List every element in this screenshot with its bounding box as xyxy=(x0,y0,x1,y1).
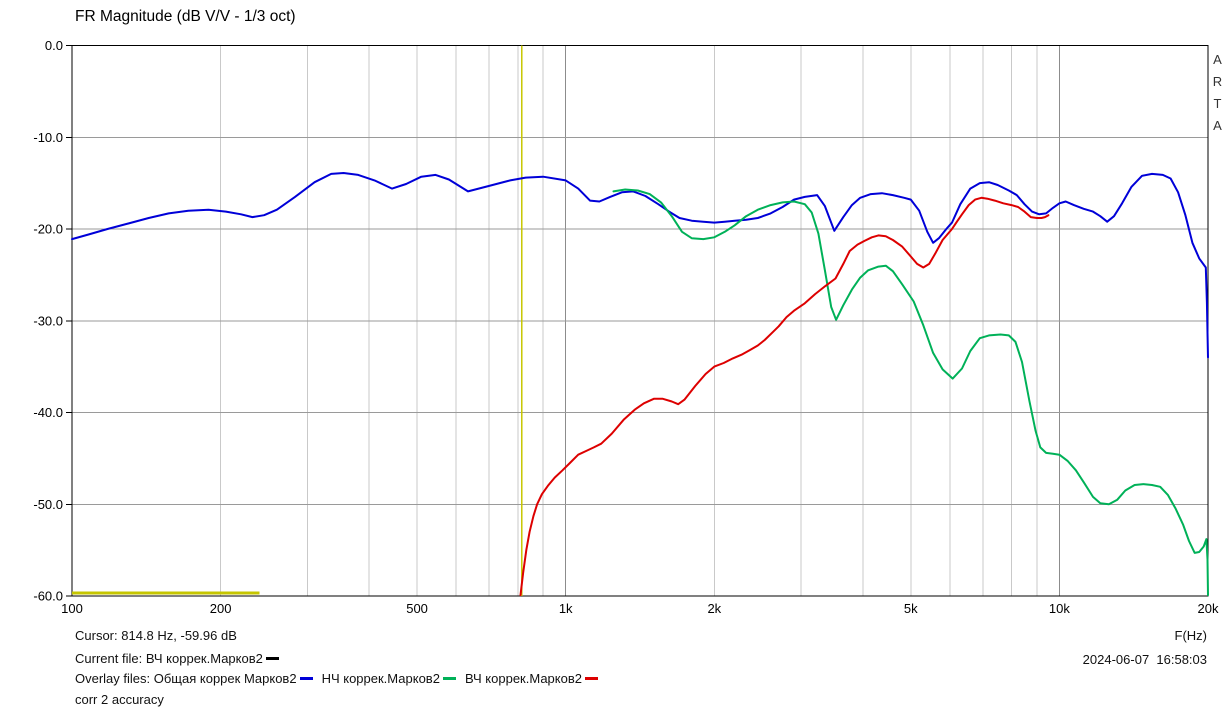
curve-НЧ коррек.Марков2 xyxy=(612,188,1209,597)
curve-ВЧ коррек.Марков2 xyxy=(519,196,1050,597)
datetime-stamp: 2024-06-07 16:58:03 xyxy=(1082,652,1207,667)
current-file-row: Current file: ВЧ коррек.Марков2 xyxy=(75,650,279,667)
overlay-legend-item: ВЧ коррек.Марков2 xyxy=(465,670,598,687)
x-tick-label: 2k xyxy=(707,601,721,616)
overlay-legend-item: Общая коррек Марков2 xyxy=(154,670,313,687)
y-tick-label: -60.0 xyxy=(33,589,63,604)
y-tick-label: -10.0 xyxy=(33,130,63,145)
overlay-color-marker xyxy=(299,677,313,680)
current-file-color-marker xyxy=(265,657,279,660)
overlay-name: Общая коррек Марков2 xyxy=(153,671,297,686)
x-tick-label: 10k xyxy=(1049,601,1070,616)
curve-Общая коррек Марков2 xyxy=(71,172,1209,359)
y-tick-label: -40.0 xyxy=(33,405,63,420)
cursor-readout-text: Cursor: 814.8 Hz, -59.96 dB xyxy=(75,628,237,643)
overlay-color-marker xyxy=(442,677,456,680)
y-tick-label: -30.0 xyxy=(33,313,63,328)
overlay-name: НЧ коррек.Марков2 xyxy=(321,671,440,686)
overlay-files-label: Overlay files: xyxy=(75,671,154,686)
y-tick-label: -20.0 xyxy=(33,222,63,237)
x-tick-label: 20k xyxy=(1198,601,1219,616)
x-tick-label: 200 xyxy=(210,601,232,616)
cursor-readout: Cursor: 814.8 Hz, -59.96 dB xyxy=(75,627,237,644)
chart-title: FR Magnitude (dB V/V - 1/3 oct) xyxy=(75,8,296,25)
freq-axis-unit: F(Hz) xyxy=(1174,628,1208,643)
note-text: corr 2 accuracy xyxy=(75,692,164,707)
y-tick-label: -50.0 xyxy=(33,497,63,512)
note-row: corr 2 accuracy xyxy=(75,691,164,708)
overlay-files-row: Overlay files: Общая коррек Марков2 НЧ к… xyxy=(75,670,598,687)
overlay-color-marker xyxy=(585,677,598,680)
y-tick-label: 0.0 xyxy=(45,38,63,53)
current-file-name: ВЧ коррек.Марков2 xyxy=(145,651,263,666)
arta-watermark: ARTA xyxy=(1210,52,1225,140)
x-tick-label: 500 xyxy=(406,601,428,616)
x-tick-label: 5k xyxy=(904,601,918,616)
overlay-name: ВЧ коррек.Марков2 xyxy=(464,671,582,686)
x-tick-label: 100 xyxy=(61,601,83,616)
overlay-legend-item: НЧ коррек.Марков2 xyxy=(322,670,456,687)
x-tick-label: 1k xyxy=(559,601,573,616)
current-file-label: Current file: xyxy=(75,651,146,666)
